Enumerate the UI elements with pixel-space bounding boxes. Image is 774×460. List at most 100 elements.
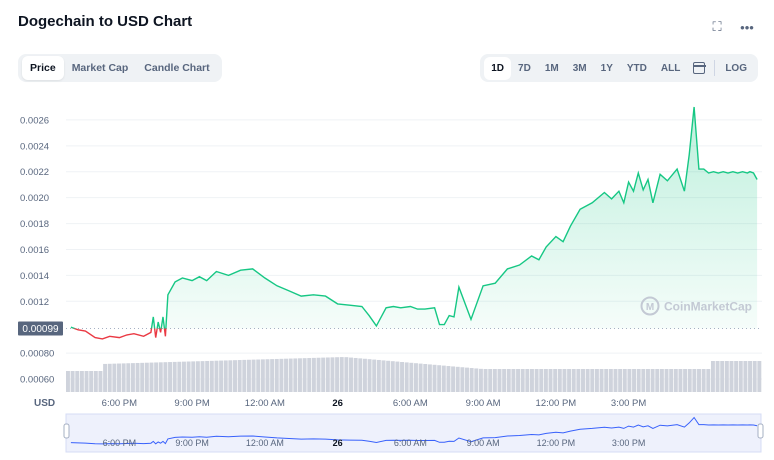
volume-bar: [446, 366, 451, 392]
navigator-left-handle[interactable]: [63, 423, 70, 439]
volume-bar: [585, 369, 590, 392]
volume-bar: [182, 361, 186, 392]
volume-bar: [659, 369, 664, 392]
volume-bar: [608, 369, 613, 392]
volume-bar: [627, 369, 632, 392]
range-1y[interactable]: 1Y: [600, 62, 613, 74]
volume-bar: [390, 361, 395, 392]
volume-bar: [743, 361, 748, 392]
volume-bar: [539, 369, 544, 392]
volume-bar: [632, 369, 637, 392]
range-ytd[interactable]: YTD: [626, 62, 647, 74]
range-1d[interactable]: 1D: [484, 56, 512, 80]
range-7d[interactable]: 7D: [518, 62, 531, 74]
volume-bar: [701, 369, 706, 392]
navigator-tick-label: 6:00 AM: [394, 438, 427, 448]
more-options-icon[interactable]: •••: [740, 19, 754, 35]
volume-bar: [316, 357, 321, 392]
volume-bar: [404, 362, 409, 392]
tab-market-cap[interactable]: Market Cap: [71, 62, 129, 74]
volume-bar: [325, 357, 330, 392]
calendar-icon[interactable]: [692, 62, 706, 74]
volume-bar: [279, 358, 284, 392]
volume-bar: [233, 360, 237, 392]
volume-bar: [381, 360, 386, 392]
volume-bar: [103, 363, 108, 392]
volume-bar: [209, 360, 214, 392]
volume-bar: [135, 362, 140, 392]
price-line-up: [70, 106, 758, 329]
range-1m[interactable]: 1M: [544, 62, 559, 74]
volume-bar: [107, 363, 112, 392]
watermark-text: CoinMarketCap: [664, 300, 752, 314]
volume-bar: [228, 360, 233, 392]
volume-bar: [511, 369, 516, 392]
volume-bar: [757, 361, 762, 392]
volume-bar: [710, 361, 715, 392]
volume-bar: [386, 360, 391, 392]
time-range-selector: 1D 7D 1M 3M 1Y YTD ALL LOG: [480, 54, 758, 82]
volume-bar: [98, 371, 103, 392]
y-tick-label: 0.00080: [20, 349, 54, 360]
volume-bar: [488, 369, 493, 392]
navigator-right-handle[interactable]: [757, 423, 764, 439]
volume-bar: [321, 357, 326, 392]
navigator-tick-label: 3:00 PM: [612, 438, 646, 448]
chart-type-tabs: Price Market Cap Candle Chart: [18, 54, 222, 82]
volume-bar: [154, 362, 159, 392]
volume-bar: [414, 363, 418, 392]
tab-candle-chart[interactable]: Candle Chart: [144, 62, 210, 74]
y-tick-label: 0.0018: [20, 219, 49, 230]
volume-bar: [581, 369, 585, 392]
volume-bar: [409, 362, 414, 392]
x-tick-label: 9:00 AM: [466, 398, 501, 409]
volume-bar: [400, 361, 405, 392]
volume-bar: [520, 369, 525, 392]
x-tick-label: 12:00 AM: [245, 398, 285, 409]
x-tick-label: 6:00 AM: [393, 398, 428, 409]
range-3m[interactable]: 3M: [572, 62, 587, 74]
volume-bar: [673, 369, 678, 392]
volume-bar: [205, 360, 210, 392]
x-tick-label: 3:00 PM: [611, 398, 646, 409]
range-all[interactable]: ALL: [660, 62, 681, 74]
volume-bar: [669, 369, 674, 392]
current-price-tag: 0.00099: [18, 321, 63, 336]
volume-bar: [163, 362, 168, 392]
volume-bar: [548, 369, 553, 392]
volume-bar: [367, 359, 372, 392]
navigator-tick-label: 12:00 AM: [246, 438, 284, 448]
volume-bar: [460, 367, 465, 392]
log-scale-toggle[interactable]: LOG: [725, 62, 747, 74]
volume-bar: [237, 360, 242, 392]
volume-bar: [483, 369, 488, 392]
volume-bar: [664, 369, 669, 392]
price-area-fill: [70, 107, 758, 329]
volume-bar: [168, 362, 173, 392]
volume-bar: [66, 371, 70, 392]
volume-bar: [246, 359, 251, 392]
fullscreen-icon[interactable]: ⛶: [712, 19, 722, 34]
volume-bar: [265, 359, 270, 392]
divider: [714, 60, 716, 76]
volume-bar: [126, 363, 131, 392]
volume-bar: [613, 369, 618, 392]
y-tick-label: 0.0022: [20, 167, 49, 178]
volume-bar: [270, 359, 275, 392]
range-navigator[interactable]: 6:00 PM 9:00 PM 12:00 AM 26 6:00 AM 9:00 AM 12…: [63, 413, 764, 453]
volume-bar: [562, 369, 567, 392]
volume-bar: [362, 358, 367, 392]
navigator-tick-label: 26: [333, 438, 343, 448]
x-tick-label: 9:00 PM: [174, 398, 209, 409]
volume-bar: [543, 369, 548, 392]
volume-bar: [349, 357, 353, 392]
volume-bar: [553, 369, 558, 392]
volume-bar: [557, 369, 562, 392]
volume-bar: [683, 369, 688, 392]
volume-bar: [724, 361, 729, 392]
volume-bar: [307, 358, 312, 392]
volume-bar: [223, 360, 228, 392]
volume-bar: [478, 368, 483, 392]
tab-price[interactable]: Price: [22, 56, 64, 80]
